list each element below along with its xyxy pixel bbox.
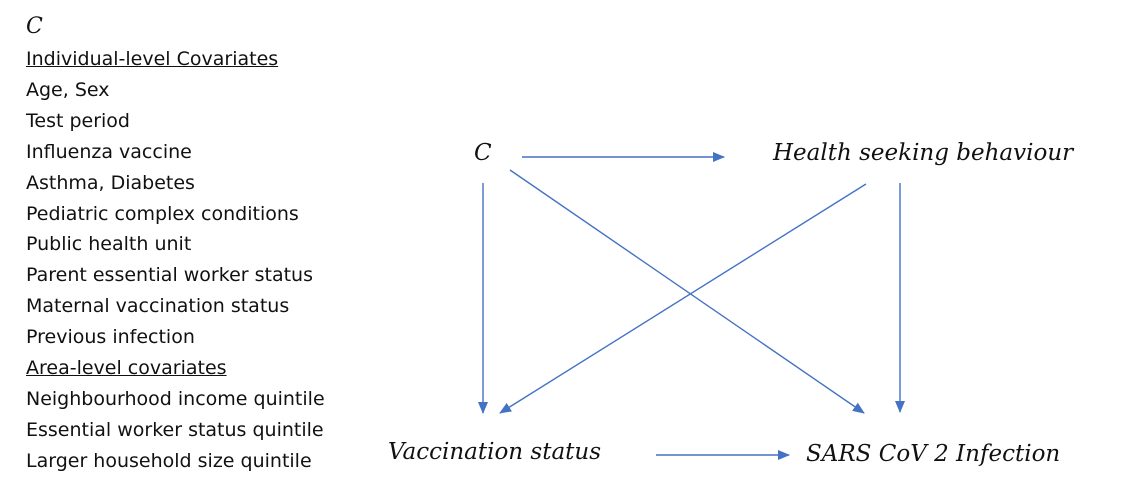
edge-confounders-to-infection — [509, 169, 865, 414]
edge-health-seeking-to-vaccination — [499, 183, 867, 414]
covariate-item: Neighbourhood income quintile — [26, 387, 325, 410]
covariate-item: Larger household size quintile — [26, 449, 312, 472]
node-vaccination-status: Vaccination status — [388, 439, 602, 465]
covariate-item: Maternal vaccination status — [26, 295, 290, 318]
edges-layer — [478, 152, 905, 460]
area-covariates-heading: Area-level covariates — [26, 357, 227, 380]
covariate-item: Test period — [26, 109, 130, 132]
node-health-seeking-behaviour: Health seeking behaviour — [773, 140, 1074, 166]
covariate-item: Public health unit — [26, 233, 192, 256]
covariates-variable-label: C — [26, 14, 43, 39]
node-confounders: C — [474, 140, 492, 166]
node-sars-cov-2-infection: SARS CoV 2 Infection — [806, 441, 1061, 467]
covariate-item: Previous infection — [26, 326, 195, 349]
covariate-item: Influenza vaccine — [26, 140, 192, 163]
covariate-item: Asthma, Diabetes — [26, 171, 195, 194]
covariates-panel: C Individual-level Covariates Age, Sex T… — [26, 12, 386, 477]
covariate-item: Essential worker status quintile — [26, 418, 324, 441]
covariate-item: Pediatric complex conditions — [26, 202, 299, 225]
covariate-item: Age, Sex — [26, 78, 110, 101]
covariate-item: Parent essential worker status — [26, 264, 313, 287]
individual-covariates-heading: Individual-level Covariates — [26, 48, 279, 70]
